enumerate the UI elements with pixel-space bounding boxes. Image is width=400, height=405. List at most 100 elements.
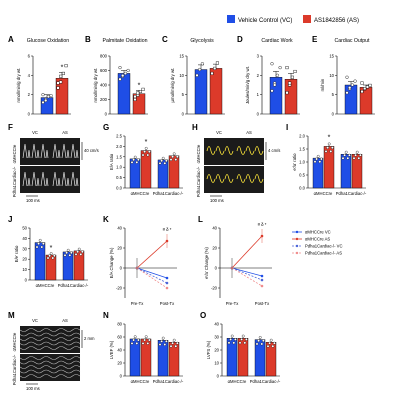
legend-marker — [295, 251, 299, 255]
y-axis-label: E/e' ratio — [14, 245, 19, 262]
y-tick-label: -20 — [116, 286, 123, 291]
data-point — [258, 336, 262, 339]
scale-bar-horizontal-label: 100 ms — [26, 198, 40, 203]
data-point — [130, 342, 134, 345]
panel-title: Glucose Oxidation — [27, 38, 70, 44]
legend-as-label: AS1842856 (AS) — [314, 18, 359, 24]
data-point — [56, 81, 60, 85]
x-tick-label: Post-Tx — [255, 301, 270, 306]
doppler-waveform — [52, 171, 79, 187]
data-point — [172, 152, 176, 156]
panel-G: G 0.0 0.5 1.0 1.5 2.0 2.5 E/A ratio αMHCCre * Pdha… — [103, 123, 184, 196]
y-tick-label: 0 — [332, 112, 335, 117]
data-point — [352, 156, 356, 160]
data-point — [163, 343, 167, 346]
series-point-vc — [165, 276, 169, 280]
series-line-as_ko — [231, 267, 263, 287]
series-point-as_ko — [260, 284, 264, 288]
y-tick-label: 0.5 — [116, 175, 122, 180]
group-label: Pdha1Cardiac-/- — [250, 379, 281, 384]
y-tick-label: 2.5 — [116, 134, 122, 139]
y-tick-label: 0 — [120, 266, 123, 271]
data-point — [81, 250, 84, 254]
group-label: αMHCCre — [131, 191, 150, 196]
data-point — [160, 159, 163, 163]
y-tick-label: 2 — [28, 92, 31, 97]
data-point — [238, 341, 242, 345]
y-tick-label: 10 — [329, 73, 334, 78]
y-tick-label: 600 — [100, 68, 108, 73]
doppler-waveform — [22, 143, 49, 159]
y-tick-label: 10 — [179, 73, 184, 78]
row2-label: Pdha1Cardiac-/- — [12, 354, 17, 385]
m-mode-trace — [19, 356, 51, 378]
data-point — [46, 94, 50, 99]
data-point — [262, 339, 265, 343]
y-axis-label: Joules/min/g dry wt. — [245, 66, 250, 104]
y-tick-label: 5 — [182, 92, 185, 97]
image-as-label: AS — [62, 318, 68, 323]
scale-bar-horizontal-label: 100 ms — [26, 386, 40, 391]
panel-label: D — [237, 35, 243, 44]
series-line-as — [136, 240, 168, 269]
y-axis-label: µmol/min/g dry wt. — [170, 68, 175, 103]
data-point — [315, 157, 318, 161]
y-axis-label: E/A Change (%) — [109, 247, 114, 278]
data-point — [270, 89, 274, 93]
data-point — [176, 341, 179, 345]
significance-marker: # δ * — [163, 227, 172, 232]
data-point — [141, 342, 145, 345]
legend-label: Pdha1Cardiac-/- AS — [305, 251, 342, 256]
panel-C: C Glycolysis 0 5 10 15 µmol/min/g dry wt. — [162, 35, 225, 117]
data-point — [148, 338, 151, 342]
data-point — [285, 66, 289, 70]
panel-M: M VC AS αMHCCre Pdha1Cardiac-/- 2 mm 100 ms — [8, 311, 95, 391]
series-point-vc_ko — [165, 281, 169, 285]
x-tick-label: Pre-Tx — [131, 301, 144, 306]
significance-marker: * — [50, 245, 53, 252]
data-point — [161, 336, 165, 340]
data-point — [243, 341, 247, 345]
y-axis-label: ml/min — [320, 78, 325, 91]
tissue-doppler-waveform — [206, 146, 234, 155]
echo-image — [20, 354, 50, 381]
y-tick-label: 0 — [25, 278, 28, 283]
y-tick-label: 50 — [22, 226, 27, 231]
data-point — [344, 150, 348, 154]
group-label: Pdha1Cardiac-/- — [58, 283, 89, 288]
data-point — [135, 342, 139, 345]
data-point — [61, 71, 65, 75]
data-point — [141, 87, 145, 91]
group-label: αMHCCre — [314, 191, 333, 196]
series-line-as_ko — [136, 267, 168, 289]
data-point — [118, 77, 122, 81]
panel-K: K -20 0 20 40 E/A Change (%) Pre-Tx Post-Tx # δ … — [103, 215, 177, 306]
data-point — [49, 252, 53, 255]
data-point — [241, 334, 245, 338]
y-tick-label: 10 — [214, 361, 219, 366]
y-tick-label: 40 — [117, 226, 122, 231]
significance-marker: # δ * — [258, 222, 267, 227]
y-tick-label: 40 — [117, 348, 122, 353]
data-point — [146, 153, 150, 157]
significance-marker: * — [145, 139, 148, 146]
panel-label: I — [286, 123, 288, 132]
m-mode-trace — [49, 328, 81, 350]
data-point — [320, 157, 323, 161]
y-tick-label: 30 — [22, 246, 27, 251]
y-tick-label: 15 — [179, 54, 184, 59]
y-axis-label: e'/a' ratio — [292, 153, 297, 171]
y-tick-label: 0 — [215, 266, 218, 271]
panel-label: B — [85, 35, 91, 44]
panel-label: G — [103, 123, 109, 132]
line-legend: αMHCCre VC αMHCCre AS Pdha1Cardiac-/- VC Pd… — [292, 230, 342, 256]
data-point — [345, 75, 349, 79]
y-tick-label: 20 — [214, 348, 219, 353]
data-point — [130, 160, 134, 164]
data-point — [288, 81, 292, 85]
row2-label: Pdha1Cardiac-/- — [196, 166, 201, 197]
y-tick-label: 40 — [214, 322, 219, 327]
legend-marker — [295, 244, 299, 248]
legend-label: αMHCCre VC — [305, 230, 331, 235]
y-tick-label: 0 — [105, 112, 108, 117]
